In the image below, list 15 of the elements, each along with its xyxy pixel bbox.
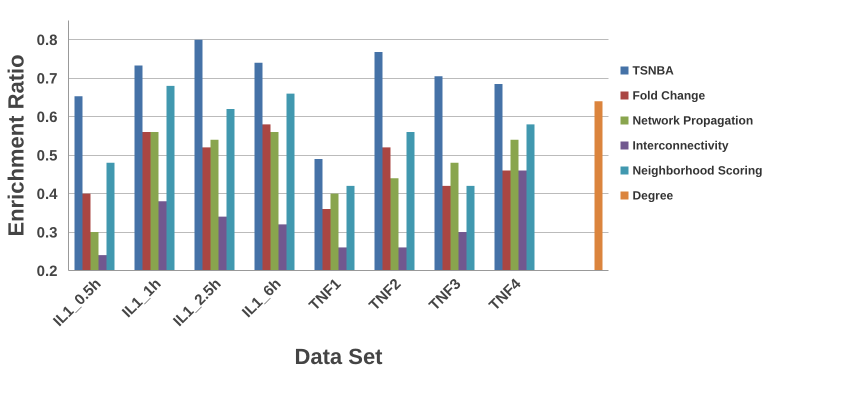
legend-label: Network Propagation	[632, 114, 754, 128]
y-tick-label: 0.3	[36, 224, 58, 242]
legend-label: Interconnectivity	[632, 138, 729, 152]
y-tick-label: 0.4	[36, 186, 58, 204]
legend-label: Neighborhood Scoring	[632, 164, 762, 178]
y-axis-title: Enrichment Ratio	[4, 54, 29, 237]
legend-label: TSNBA	[632, 64, 674, 78]
x-axis-title: Data Set	[294, 344, 384, 369]
y-tick-label: 0.6	[36, 109, 58, 126]
legend-label: Degree	[632, 188, 674, 202]
y-tick-label: 0.2	[36, 263, 58, 280]
y-tick-label: 0.7	[36, 70, 58, 88]
y-tick-label: 0.8	[36, 32, 58, 50]
y-tick-label: 0.5	[36, 148, 58, 165]
legend-label: Fold Change	[632, 88, 706, 102]
